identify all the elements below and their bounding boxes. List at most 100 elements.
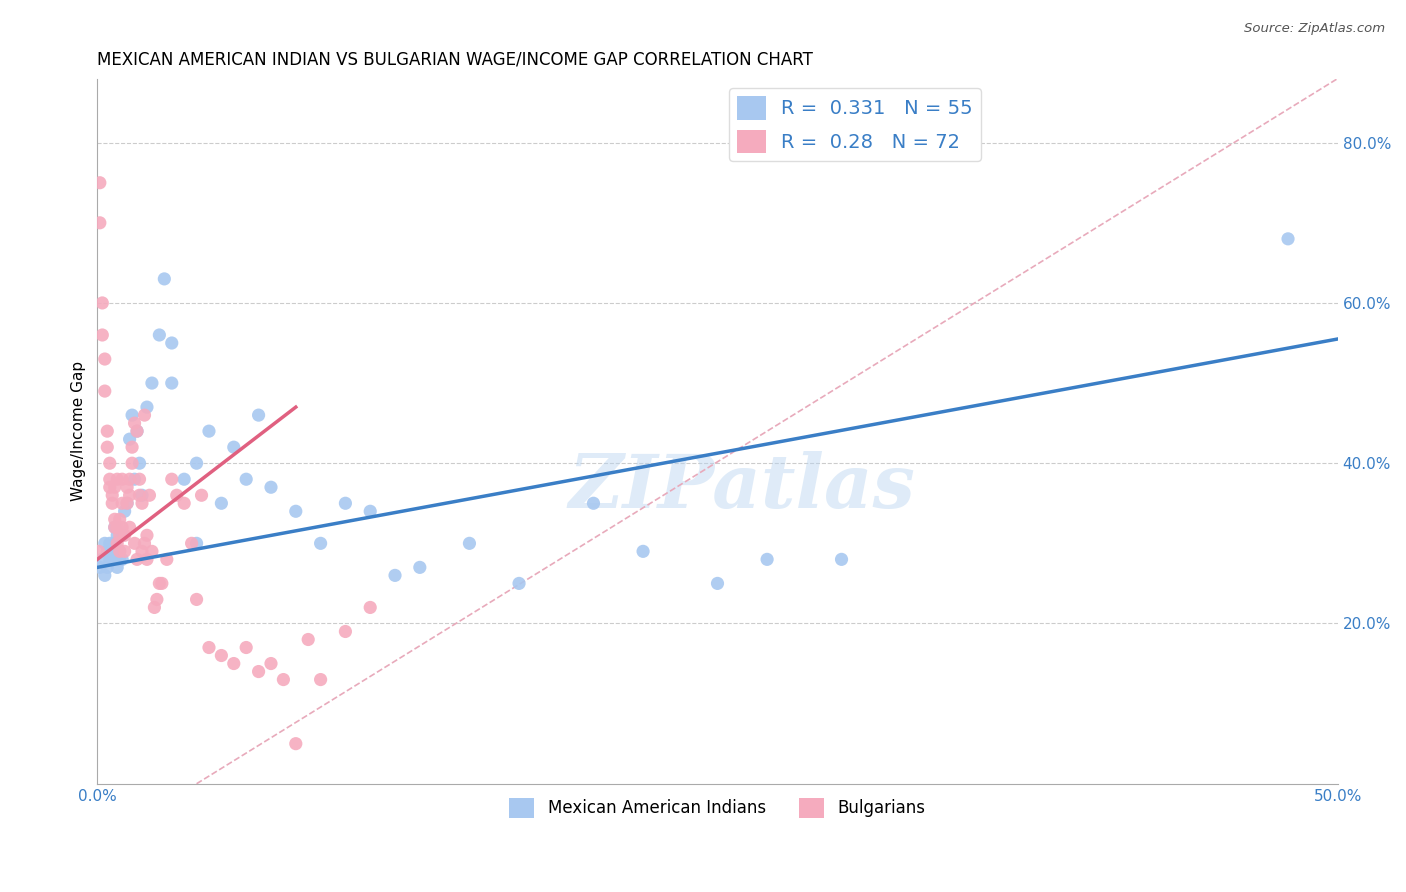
- Point: [91, 328, 114, 343]
- Text: ZIPatlas: ZIPatlas: [569, 451, 915, 524]
- Point: [222, 657, 245, 671]
- Point: [125, 552, 148, 566]
- Point: [131, 544, 153, 558]
- Point: [125, 424, 148, 438]
- Point: [143, 600, 166, 615]
- Point: [148, 576, 170, 591]
- Legend: Mexican American Indians, Bulgarians: Mexican American Indians, Bulgarians: [503, 791, 932, 825]
- Point: [89, 176, 111, 190]
- Point: [756, 552, 779, 566]
- Point: [111, 472, 134, 486]
- Point: [409, 560, 432, 574]
- Point: [118, 432, 141, 446]
- Point: [96, 424, 118, 438]
- Point: [138, 488, 160, 502]
- Point: [153, 272, 176, 286]
- Point: [260, 480, 283, 494]
- Point: [186, 592, 208, 607]
- Point: [108, 544, 131, 558]
- Point: [98, 536, 121, 550]
- Point: [180, 536, 202, 550]
- Point: [508, 576, 530, 591]
- Point: [297, 632, 319, 647]
- Point: [335, 624, 357, 639]
- Point: [173, 496, 195, 510]
- Point: [141, 376, 163, 390]
- Point: [114, 544, 136, 558]
- Point: [104, 480, 127, 494]
- Point: [101, 488, 124, 502]
- Point: [260, 657, 283, 671]
- Point: [118, 488, 141, 502]
- Point: [115, 480, 138, 494]
- Point: [458, 536, 481, 550]
- Point: [124, 536, 146, 550]
- Point: [98, 472, 121, 486]
- Point: [105, 536, 128, 550]
- Point: [384, 568, 406, 582]
- Point: [101, 496, 124, 510]
- Point: [108, 552, 131, 566]
- Point: [148, 328, 170, 343]
- Point: [134, 536, 156, 550]
- Point: [89, 216, 111, 230]
- Point: [335, 496, 357, 510]
- Point: [98, 456, 121, 470]
- Point: [94, 536, 117, 550]
- Point: [156, 552, 179, 566]
- Point: [94, 568, 117, 582]
- Point: [114, 528, 136, 542]
- Point: [209, 648, 232, 663]
- Point: [235, 472, 257, 486]
- Point: [359, 504, 381, 518]
- Point: [96, 544, 118, 558]
- Point: [105, 528, 128, 542]
- Point: [124, 472, 146, 486]
- Point: [273, 673, 295, 687]
- Point: [89, 560, 111, 574]
- Point: [131, 488, 153, 502]
- Point: [128, 456, 150, 470]
- Point: [134, 408, 156, 422]
- Point: [96, 560, 118, 574]
- Point: [108, 512, 131, 526]
- Point: [173, 472, 195, 486]
- Point: [284, 737, 307, 751]
- Point: [136, 528, 159, 542]
- Point: [136, 400, 159, 414]
- Point: [209, 496, 232, 510]
- Point: [160, 376, 183, 390]
- Point: [222, 440, 245, 454]
- Point: [108, 528, 131, 542]
- Point: [105, 520, 128, 534]
- Point: [309, 536, 332, 550]
- Point: [128, 488, 150, 502]
- Point: [105, 472, 128, 486]
- Point: [121, 440, 143, 454]
- Point: [87, 544, 110, 558]
- Point: [198, 424, 221, 438]
- Point: [96, 440, 118, 454]
- Point: [150, 576, 173, 591]
- Point: [1277, 232, 1299, 246]
- Point: [160, 336, 183, 351]
- Point: [104, 520, 127, 534]
- Point: [91, 296, 114, 310]
- Point: [111, 520, 134, 534]
- Point: [198, 640, 221, 655]
- Point: [111, 552, 134, 566]
- Point: [98, 480, 121, 494]
- Point: [160, 472, 183, 486]
- Point: [101, 544, 124, 558]
- Point: [91, 552, 114, 566]
- Point: [101, 552, 124, 566]
- Point: [121, 408, 143, 422]
- Text: Source: ZipAtlas.com: Source: ZipAtlas.com: [1244, 22, 1385, 36]
- Point: [831, 552, 853, 566]
- Point: [128, 472, 150, 486]
- Point: [247, 665, 270, 679]
- Point: [104, 536, 127, 550]
- Point: [166, 488, 188, 502]
- Point: [582, 496, 605, 510]
- Point: [121, 456, 143, 470]
